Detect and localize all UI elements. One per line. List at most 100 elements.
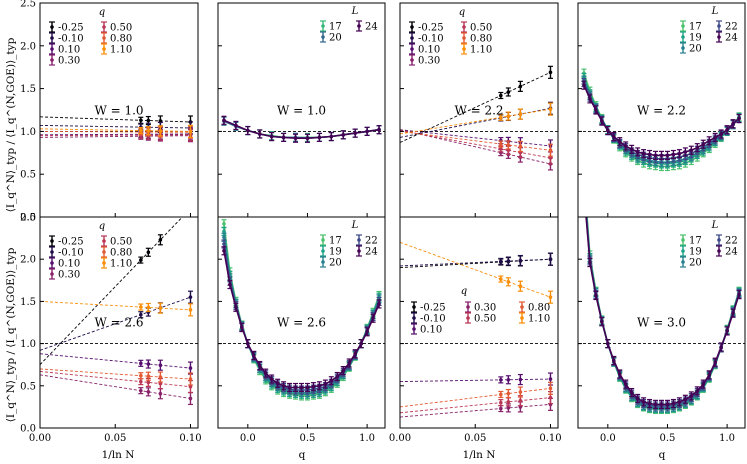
legend-label: -0.25	[418, 23, 444, 34]
legend-label: -0.25	[420, 303, 446, 314]
data-point-L24	[353, 131, 357, 135]
data-point-L24	[341, 368, 346, 373]
data-point-L24	[713, 360, 717, 364]
panel-f-w-annotation: W = 2.6	[277, 316, 326, 330]
curve-L20	[583, 79, 740, 163]
data-point-L24	[606, 128, 610, 133]
data-point-L24	[647, 401, 652, 406]
data-point-L24	[623, 144, 628, 148]
data-point-q0.80	[506, 391, 511, 396]
legend-label: 20	[329, 33, 342, 44]
panel-a-legend: q -0.25-0.100.100.30 0.500.801.10	[49, 7, 132, 67]
fit-line-q0.10	[40, 133, 191, 136]
data-point-q0.30	[506, 406, 511, 410]
data-point-L24	[647, 152, 652, 157]
legend-entry--0.25-marker	[412, 305, 416, 309]
panel-e: 0.0 0.5 1.0 1.5 2.0 2.5 0.00 0.05 0.10 W = 2.6 q -0…	[20, 213, 202, 445]
data-point-L19	[582, 177, 586, 181]
data-point-L24	[737, 116, 741, 121]
data-point-L24	[653, 402, 658, 407]
panel-b-w-annotation: W = 1.0	[277, 103, 326, 117]
legend-label: 1.10	[110, 259, 132, 270]
legend-label: -0.10	[58, 248, 84, 259]
x-tick-label: 0.5	[660, 433, 676, 444]
fit-line-q0.80	[400, 130, 551, 151]
data-point-q1.10	[506, 280, 511, 284]
data-point-L24	[737, 292, 741, 297]
data-point-L24	[582, 83, 586, 87]
data-point-L24	[689, 394, 694, 398]
data-point-q-0.25	[146, 250, 151, 255]
legend-label: -0.25	[58, 23, 84, 34]
data-point-L24	[659, 153, 664, 158]
data-point-L24	[281, 135, 286, 140]
data-point-L24	[713, 135, 717, 140]
data-point-L24	[635, 150, 640, 154]
data-point-L24	[617, 139, 622, 144]
data-point-L24	[365, 329, 369, 334]
x-axis-label-col1: 1/ln N	[102, 449, 135, 461]
legend-label: 0.30	[474, 303, 496, 314]
data-point-q1.10	[548, 295, 553, 299]
x-tick-label: 0.0	[240, 433, 256, 444]
x-tick-label: 0.10	[179, 433, 201, 444]
data-point-L24	[341, 133, 346, 137]
fit-line-q0.50	[40, 134, 191, 137]
data-point-q0.50	[548, 395, 553, 400]
legend-entry-0.80-marker	[462, 36, 466, 40]
data-point-L24	[353, 351, 357, 356]
legend-entry--0.10-marker	[50, 36, 54, 40]
panel-h-plot-area	[578, 177, 745, 415]
panel-a-plot-area	[40, 115, 198, 143]
legend-label: 0.10	[58, 259, 80, 270]
legend-entry-0.50-marker	[102, 239, 106, 243]
data-point-L24	[725, 329, 729, 333]
legend-label: 20	[689, 258, 702, 269]
legend-label: 20	[329, 258, 342, 269]
data-point-L24	[222, 248, 226, 253]
data-point-L24	[228, 282, 232, 287]
data-point-q0.50	[506, 400, 511, 404]
fit-line-q0.50	[400, 397, 551, 414]
legend-entry-20-marker	[321, 35, 325, 39]
data-point-L24	[623, 382, 628, 386]
w-value: 1.0	[307, 103, 326, 117]
w-value: 1.0	[124, 103, 143, 117]
data-point-q0.50	[188, 384, 193, 389]
legend-label: 24	[725, 33, 738, 44]
legend-entry-17-marker	[681, 24, 685, 28]
panel-f-plot-area	[218, 219, 385, 401]
data-point-q1.10	[506, 114, 511, 118]
w-value: 2.2	[484, 103, 503, 117]
fit-line-q0.10	[400, 129, 551, 147]
legend-entry-17-marker	[321, 238, 325, 242]
data-point-q0.50	[146, 380, 151, 385]
panel-g-legend: q -0.25-0.100.10 0.300.50 0.801.10	[411, 286, 550, 336]
y-tick-label: 2.0	[20, 255, 36, 266]
legend-title: q	[99, 221, 105, 232]
fit-line-q1.10	[40, 128, 191, 132]
legend-label: 22	[725, 236, 738, 247]
legend-label: 0.50	[470, 23, 492, 34]
legend-entry-0.10-marker	[50, 47, 54, 51]
legend-entry-19-marker	[321, 249, 325, 253]
data-point-L24	[371, 316, 375, 321]
data-point-L24	[683, 150, 688, 154]
legend-entry-0.50-marker	[466, 316, 470, 320]
data-point-L24	[275, 381, 280, 386]
data-point-L24	[695, 389, 700, 393]
data-point-L24	[606, 341, 610, 346]
data-point-q1.10	[499, 115, 503, 120]
data-point-L24	[263, 371, 268, 375]
panel-g: 0.00 0.05 0.10q-0.25-0.100.100.300.500.801…	[389, 216, 562, 444]
data-point-q0.80	[548, 148, 553, 153]
data-point-q0.10	[499, 378, 503, 382]
panel-e-frame	[39, 216, 199, 429]
panel-g-frame	[399, 216, 559, 429]
plot-root: 0.00.51.01.52.02.5W = 1.0q-0.25-0.100.10…	[20, 0, 746, 445]
data-point-q-0.25	[548, 70, 553, 75]
data-point-L24	[701, 382, 706, 386]
data-point-q-0.25	[499, 93, 503, 98]
